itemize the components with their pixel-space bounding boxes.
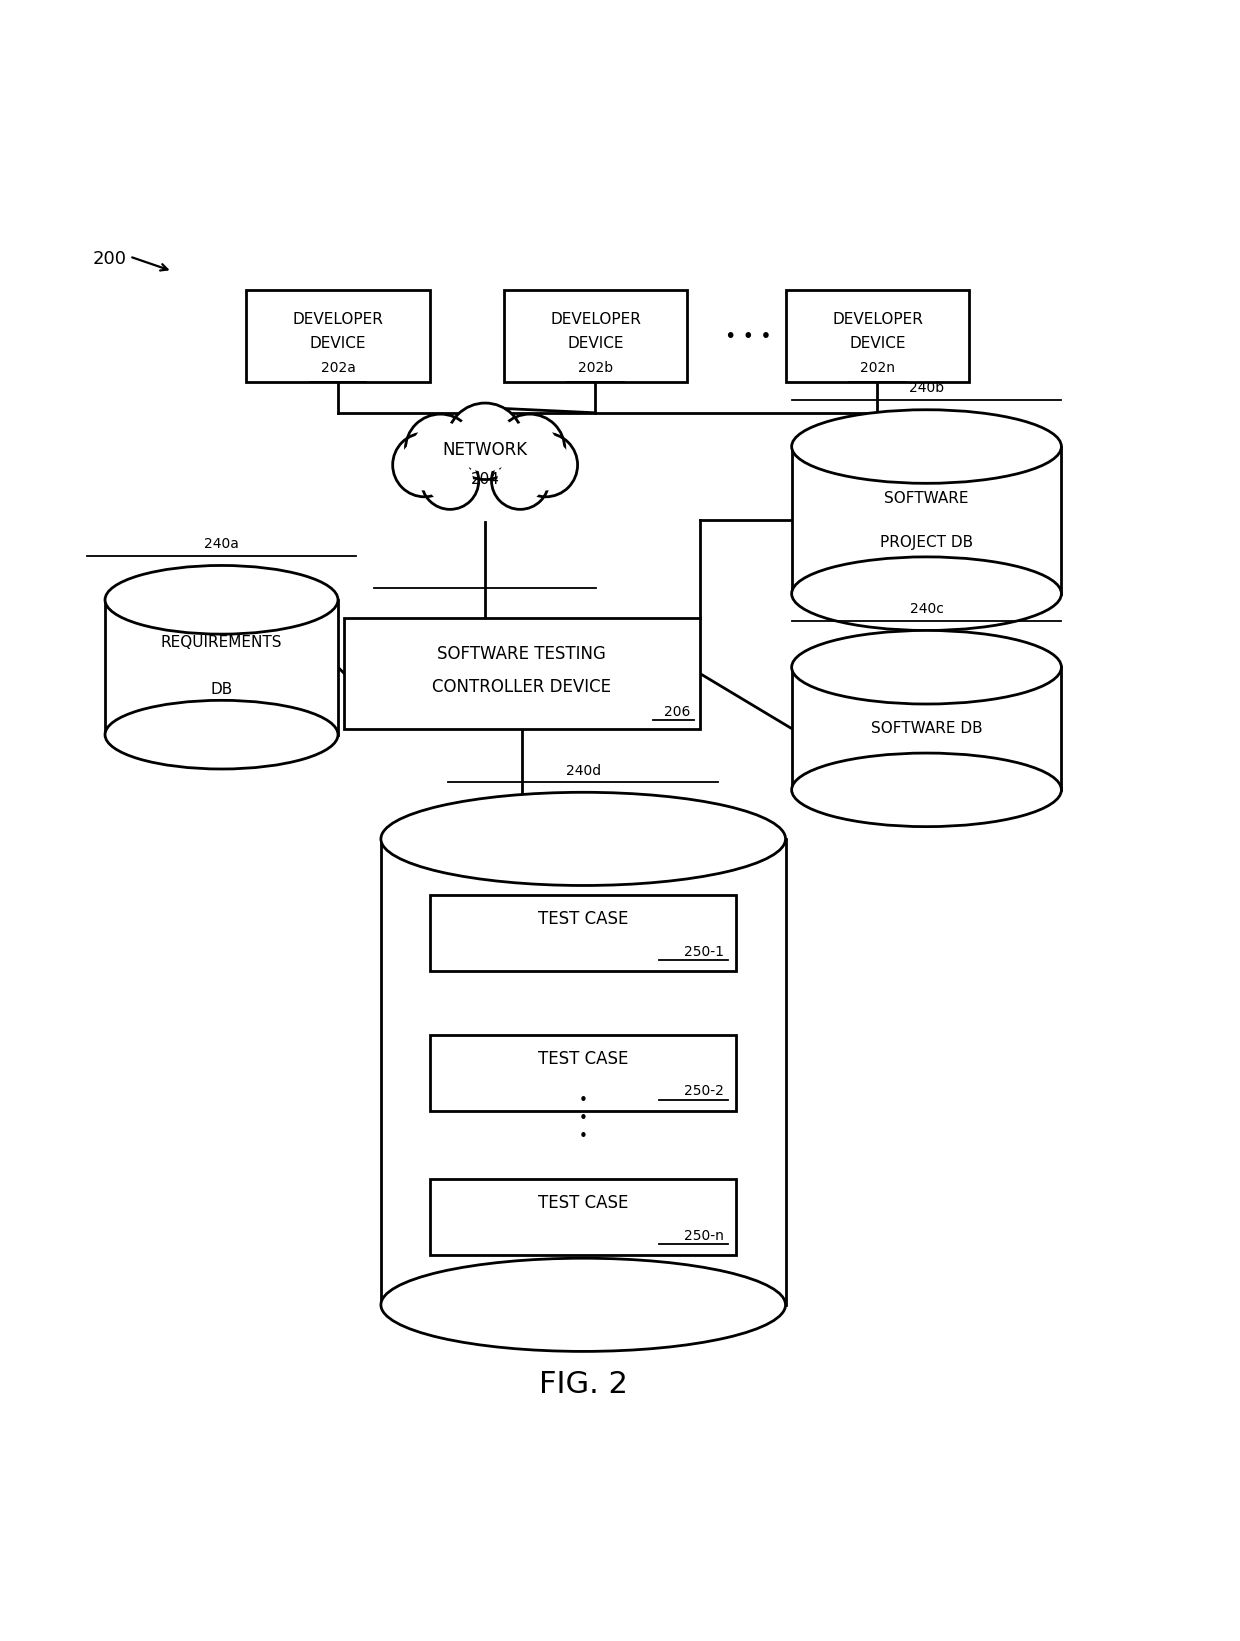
- Bar: [430, 1034, 737, 1111]
- Bar: [105, 601, 339, 735]
- Text: 240b: 240b: [909, 381, 944, 395]
- Bar: [791, 446, 1061, 594]
- Text: 240d: 240d: [565, 763, 600, 778]
- Bar: [503, 290, 687, 382]
- Text: •: •: [579, 1093, 588, 1108]
- Circle shape: [422, 451, 479, 509]
- Text: TEST CASE: TEST CASE: [538, 1195, 629, 1213]
- Text: 202a: 202a: [321, 361, 356, 376]
- Text: SOFTWARE DB: SOFTWARE DB: [870, 720, 982, 737]
- Bar: [430, 894, 737, 971]
- Text: DEVICE: DEVICE: [849, 336, 905, 351]
- Text: 204: 204: [471, 473, 500, 487]
- Text: 250-2: 250-2: [684, 1085, 724, 1098]
- Circle shape: [495, 414, 565, 484]
- Text: CONTROLLER DEVICE: CONTROLLER DEVICE: [433, 678, 611, 696]
- Ellipse shape: [791, 556, 1061, 630]
- Text: 202n: 202n: [861, 361, 895, 376]
- Text: TEST CASE: TEST CASE: [538, 1050, 629, 1068]
- Bar: [246, 290, 430, 382]
- Bar: [791, 668, 1061, 789]
- Ellipse shape: [791, 630, 1061, 704]
- Text: 240c: 240c: [910, 602, 944, 615]
- Text: 250-1: 250-1: [684, 945, 724, 958]
- Text: 250-n: 250-n: [684, 1229, 724, 1242]
- Text: DEVICE: DEVICE: [310, 336, 366, 351]
- Text: 240a: 240a: [205, 537, 239, 551]
- Circle shape: [455, 410, 516, 473]
- Text: 200: 200: [93, 251, 126, 269]
- Text: •: •: [579, 1129, 588, 1144]
- Text: PROJECT DB: PROJECT DB: [880, 535, 973, 550]
- Circle shape: [399, 440, 450, 491]
- Circle shape: [446, 404, 523, 479]
- Text: 206: 206: [663, 704, 689, 719]
- Text: DEVELOPER: DEVELOPER: [551, 312, 641, 327]
- Text: DEVICE: DEVICE: [567, 336, 624, 351]
- Text: DEVELOPER: DEVELOPER: [293, 312, 383, 327]
- Ellipse shape: [105, 566, 339, 633]
- Text: SOFTWARE: SOFTWARE: [884, 491, 968, 505]
- Circle shape: [502, 422, 558, 478]
- Ellipse shape: [791, 753, 1061, 827]
- Text: NETWORK: NETWORK: [443, 441, 528, 459]
- Circle shape: [521, 440, 572, 491]
- Text: TEST CASE: TEST CASE: [538, 911, 629, 929]
- Text: DB: DB: [211, 681, 233, 697]
- Text: •: •: [579, 1111, 588, 1126]
- Ellipse shape: [381, 1259, 785, 1352]
- Circle shape: [491, 451, 549, 509]
- Text: SOFTWARE TESTING: SOFTWARE TESTING: [438, 645, 606, 663]
- Circle shape: [513, 433, 578, 497]
- Circle shape: [497, 458, 543, 504]
- Bar: [430, 1178, 737, 1255]
- Text: FIG. 2: FIG. 2: [538, 1370, 627, 1400]
- Text: DEVELOPER: DEVELOPER: [832, 312, 923, 327]
- Text: 202b: 202b: [578, 361, 613, 376]
- Circle shape: [405, 414, 476, 484]
- Circle shape: [413, 422, 469, 478]
- Text: • • •: • • •: [725, 327, 773, 346]
- Bar: [381, 839, 785, 1305]
- Circle shape: [393, 433, 456, 497]
- Text: REQUIREMENTS: REQUIREMENTS: [161, 635, 283, 650]
- Ellipse shape: [105, 701, 339, 770]
- Ellipse shape: [791, 410, 1061, 484]
- Circle shape: [427, 458, 472, 504]
- Bar: [345, 619, 699, 729]
- Ellipse shape: [381, 793, 785, 886]
- Bar: [785, 290, 970, 382]
